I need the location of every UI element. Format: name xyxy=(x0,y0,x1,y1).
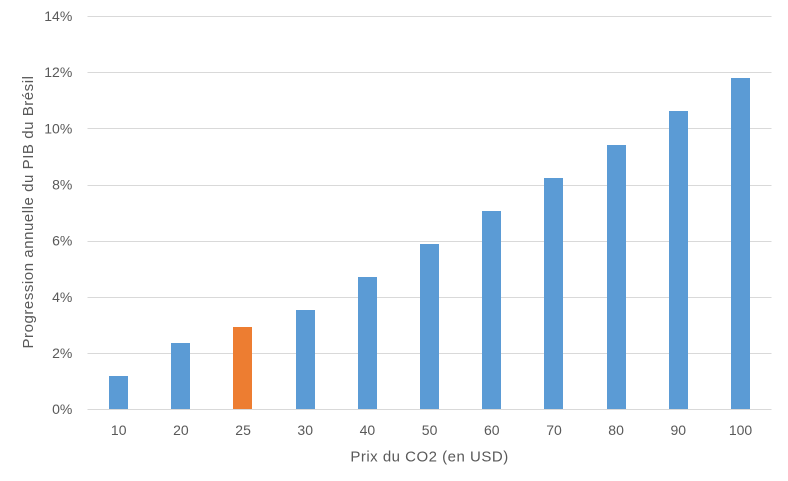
svg-text:6%: 6% xyxy=(52,233,72,249)
svg-text:2%: 2% xyxy=(52,345,72,361)
svg-text:60: 60 xyxy=(484,422,500,438)
svg-text:10: 10 xyxy=(111,422,127,438)
svg-text:90: 90 xyxy=(671,422,687,438)
svg-text:Prix du CO2 (en USD): Prix du CO2 (en USD) xyxy=(350,449,508,466)
svg-text:4%: 4% xyxy=(52,289,72,305)
svg-text:12%: 12% xyxy=(44,64,72,80)
svg-text:40: 40 xyxy=(360,422,376,438)
svg-text:50: 50 xyxy=(422,422,438,438)
svg-text:14%: 14% xyxy=(44,8,72,24)
svg-text:70: 70 xyxy=(546,422,562,438)
svg-text:0%: 0% xyxy=(52,401,72,417)
svg-text:10%: 10% xyxy=(44,120,72,136)
svg-text:20: 20 xyxy=(173,422,189,438)
svg-text:100: 100 xyxy=(729,422,753,438)
svg-text:25: 25 xyxy=(235,422,251,438)
svg-text:8%: 8% xyxy=(52,177,72,193)
svg-text:Progression annuelle du PIB du: Progression annuelle du PIB du Brésil xyxy=(20,76,37,349)
svg-text:80: 80 xyxy=(608,422,624,438)
svg-text:30: 30 xyxy=(297,422,313,438)
